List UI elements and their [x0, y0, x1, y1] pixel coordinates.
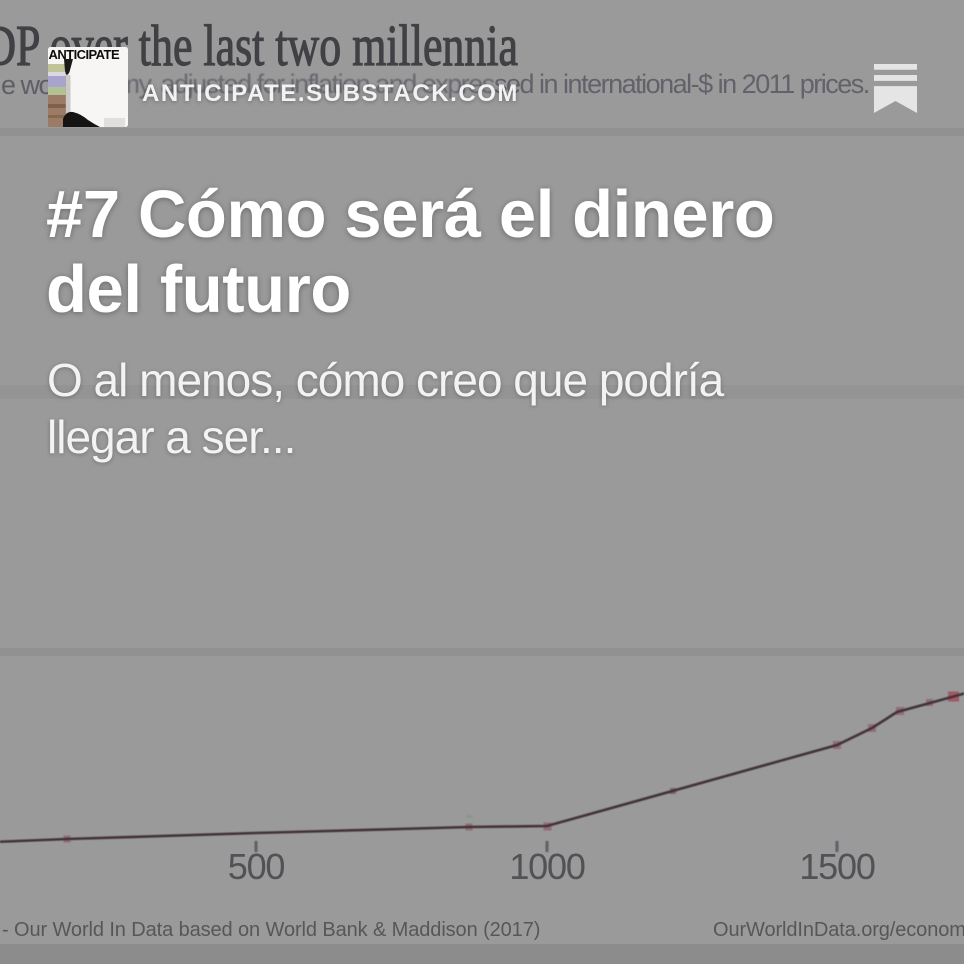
svg-text:ANTICIPATE: ANTICIPATE — [49, 47, 120, 62]
